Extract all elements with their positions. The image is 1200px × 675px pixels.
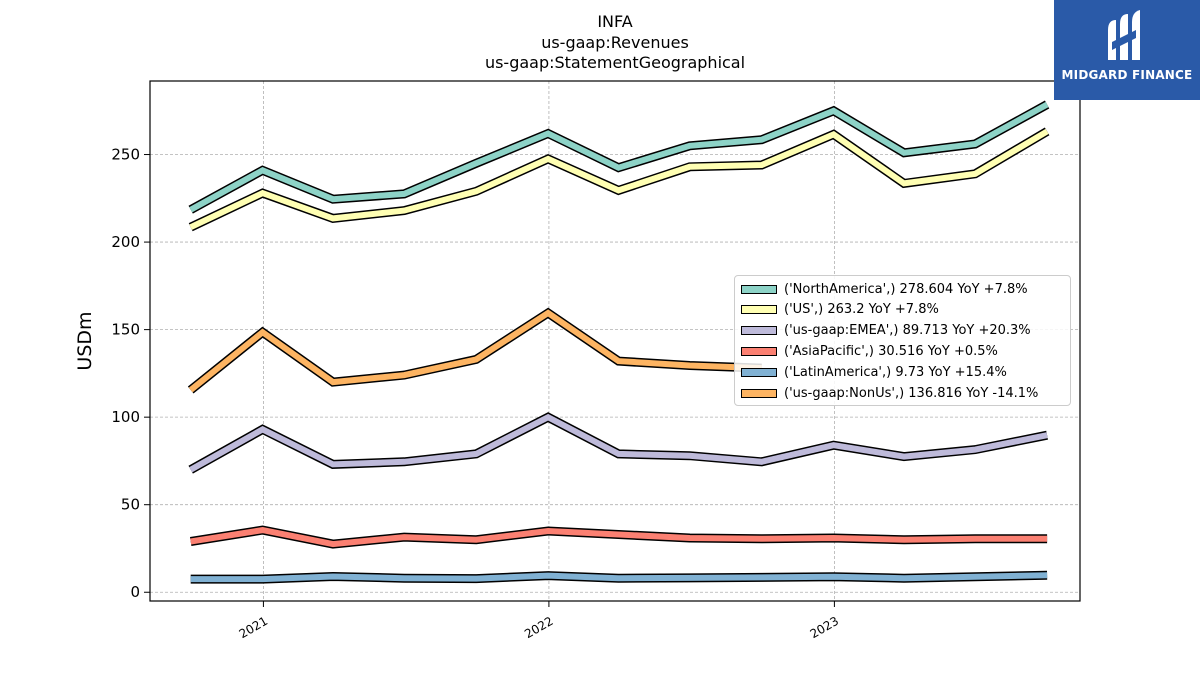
legend-item: ('us-gaap:EMEA',) 89.713 YoY +20.3%: [741, 322, 1031, 340]
legend-label: ('NorthAmerica',) 278.604 YoY +7.8%: [784, 281, 1028, 297]
series-layer: [187, 100, 1050, 584]
legend-label: ('US',) 263.2 YoY +7.8%: [784, 302, 939, 318]
y-tick-label: 0: [130, 583, 140, 601]
series-line-outline-2: [188, 412, 1048, 474]
brand-logo: MIDGARD FINANCE: [1054, 0, 1200, 100]
x-tick-label: 2022: [522, 614, 555, 641]
title-line-1: INFA: [597, 12, 633, 31]
title-line-3: us-gaap:StatementGeographical: [484, 53, 746, 72]
legend-label: ('us-gaap:EMEA',) 89.713 YoY +20.3%: [784, 323, 1031, 339]
y-tick-label: 50: [121, 496, 140, 514]
y-tick-label: 200: [111, 233, 140, 251]
legend-swatch: [741, 284, 777, 294]
y-tick-label: 250: [111, 146, 140, 164]
series-line-2: [189, 413, 1048, 473]
legend-item: ('AsiaPacific',) 30.516 YoY +0.5%: [741, 342, 998, 360]
legend-item: ('us-gaap:NonUs',) 136.816 YoY -14.1%: [741, 384, 1038, 402]
series-line-5: [188, 309, 762, 393]
legend-swatch: [741, 326, 777, 336]
legend-swatch: [741, 305, 777, 315]
series-line-outline-5: [187, 307, 762, 394]
legend-label: ('us-gaap:NonUs',) 136.816 YoY -14.1%: [784, 385, 1039, 401]
legend-item: ('LatinAmerica',) 9.73 YoY +15.4%: [741, 363, 1007, 381]
legend-swatch: [741, 388, 777, 398]
x-tick-label: 2021: [237, 614, 270, 641]
series-line-1: [189, 128, 1049, 230]
legend-item: ('US',) 263.2 YoY +7.8%: [741, 301, 939, 319]
series-line-3: [190, 527, 1048, 548]
plot-frame: [149, 80, 1081, 602]
legend-swatch: [741, 367, 777, 377]
y-tick-label: 150: [111, 321, 140, 339]
y-tick-label: 100: [111, 408, 140, 426]
title-line-2: us-gaap:Revenues: [541, 33, 689, 52]
axes: 0 50 100 150 200 250 2021 2022 2023: [111, 146, 841, 642]
series-line-0: [189, 101, 1049, 213]
legend-label: ('LatinAmerica',) 9.73 YoY +15.4%: [784, 364, 1007, 380]
legend: ('NorthAmerica',) 278.604 YoY +7.8% ('US'…: [734, 275, 1071, 406]
logo-text: MIDGARD FINANCE: [1061, 68, 1193, 82]
series-line-4: [190, 572, 1048, 583]
legend-label: ('AsiaPacific',) 30.516 YoY +0.5%: [784, 343, 998, 359]
legend-swatch: [741, 346, 777, 356]
y-axis-label: USDm: [74, 311, 96, 370]
x-tick-label: 2023: [808, 614, 841, 641]
midgard-logo-icon: [1108, 10, 1140, 60]
legend-item: ('NorthAmerica',) 278.604 YoY +7.8%: [741, 280, 1028, 298]
